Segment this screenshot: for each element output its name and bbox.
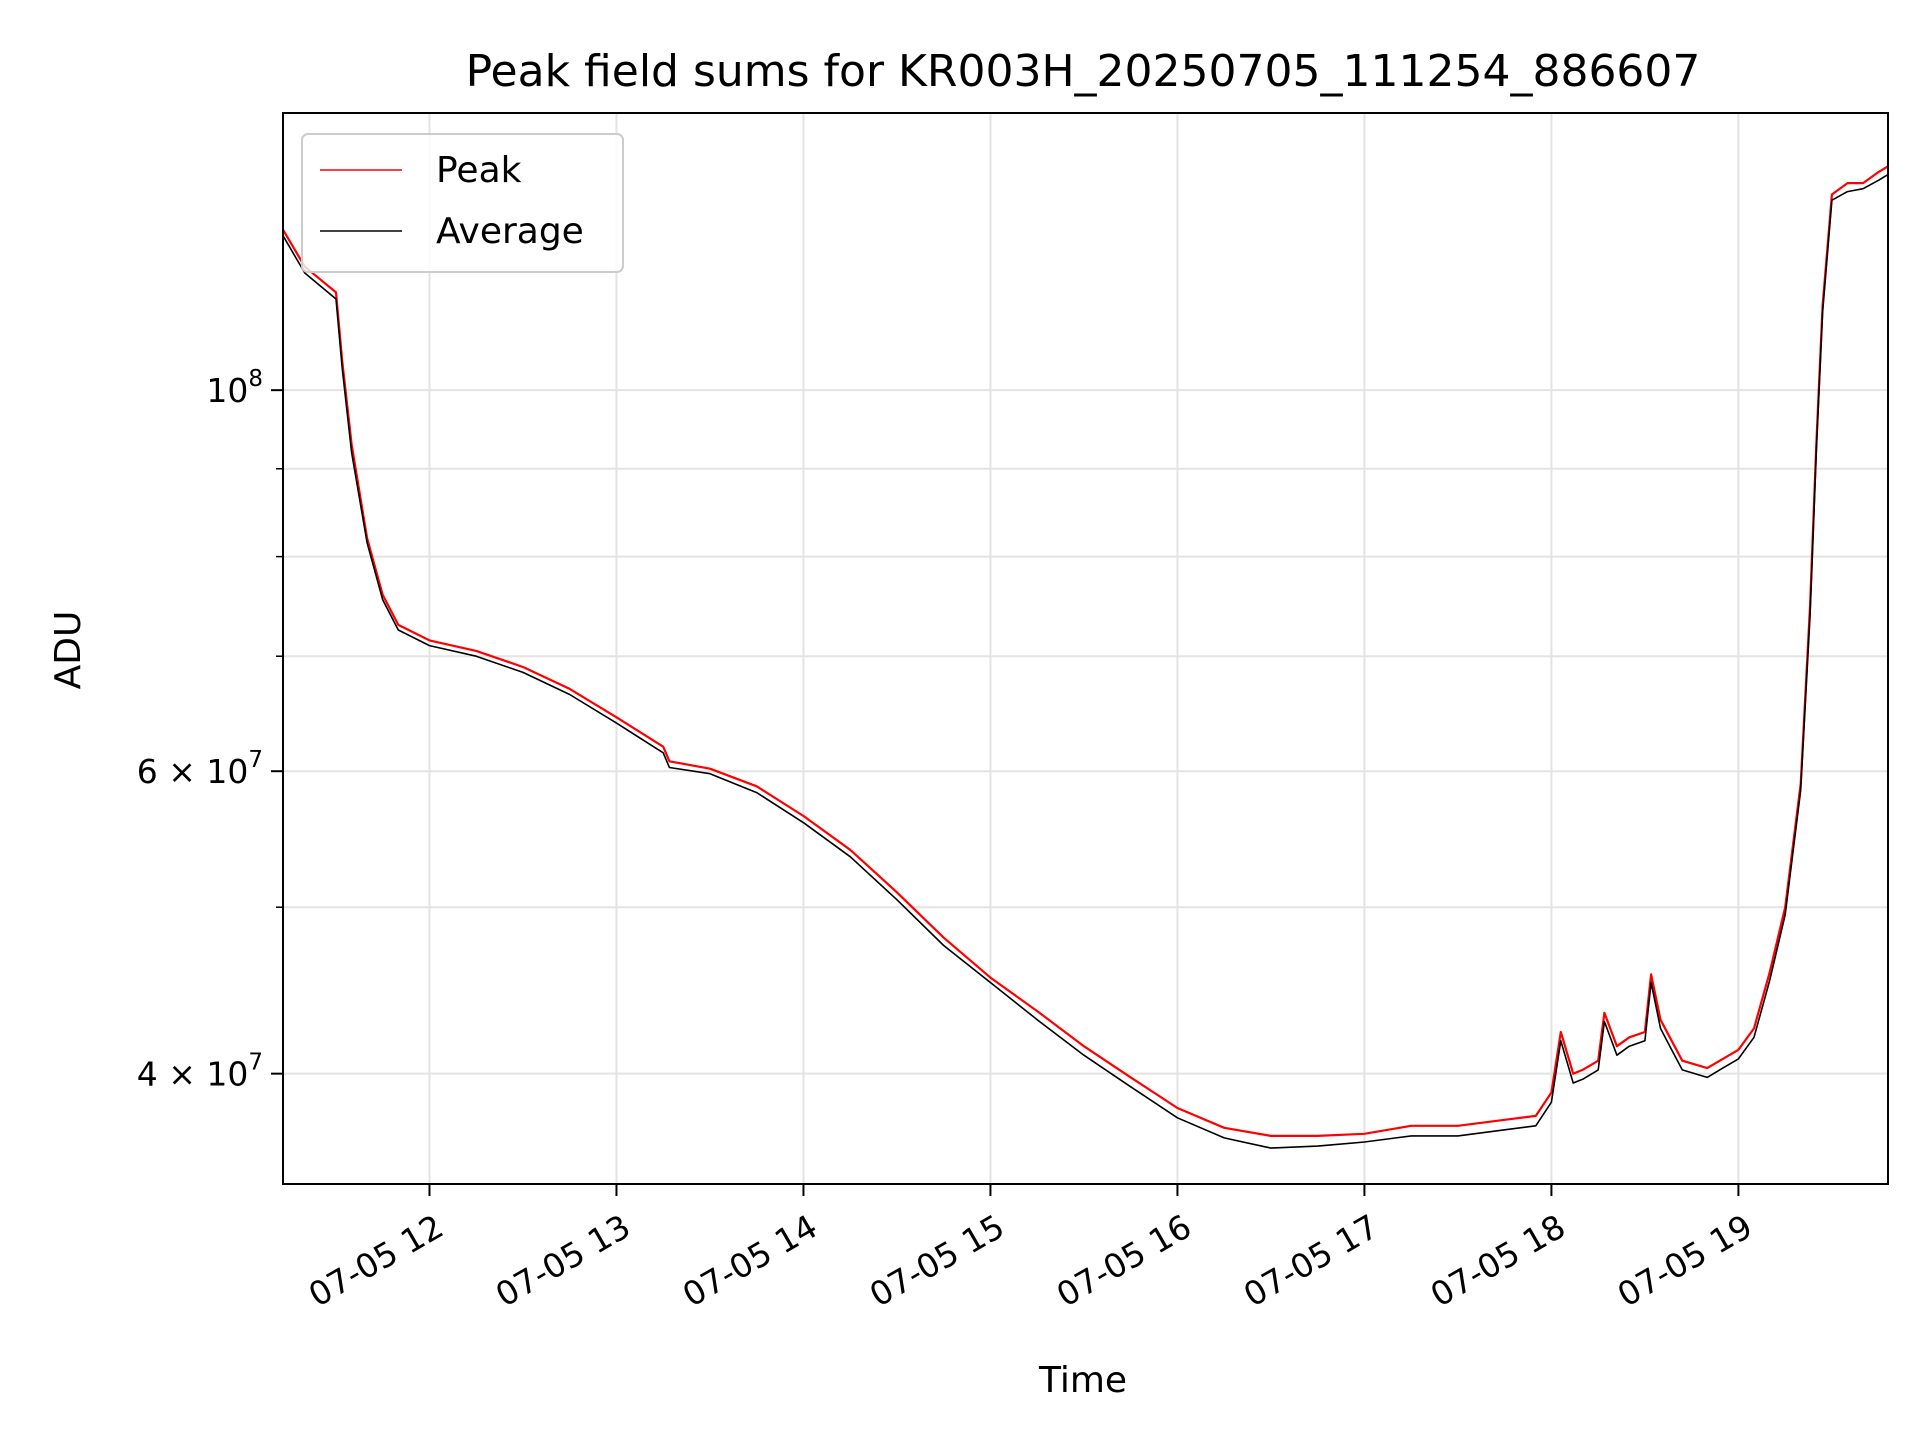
plot-frame: [282, 112, 1889, 1185]
grid: [283, 113, 1888, 1184]
series-layer: [283, 165, 1888, 1149]
y-axis: 108 6 × 107 4 × 107: [137, 366, 283, 1094]
x-axis-label: Time: [1038, 1360, 1127, 1401]
chart-title: Peak field sums for KR003H_20250705_1112…: [466, 46, 1701, 97]
legend-label-peak: Peak: [436, 150, 522, 191]
legend-label-average: Average: [436, 211, 584, 252]
series-line-average: [283, 173, 1888, 1149]
y-tick-label: 6 × 107: [137, 747, 263, 791]
legend-box: [301, 133, 624, 273]
y-axis-label: ADU: [48, 611, 89, 690]
legend: Peak Average: [301, 133, 624, 273]
y-tick-label: 4 × 107: [137, 1050, 263, 1094]
series-line-peak: [283, 165, 1888, 1137]
y-tick-label: 108: [206, 366, 263, 410]
